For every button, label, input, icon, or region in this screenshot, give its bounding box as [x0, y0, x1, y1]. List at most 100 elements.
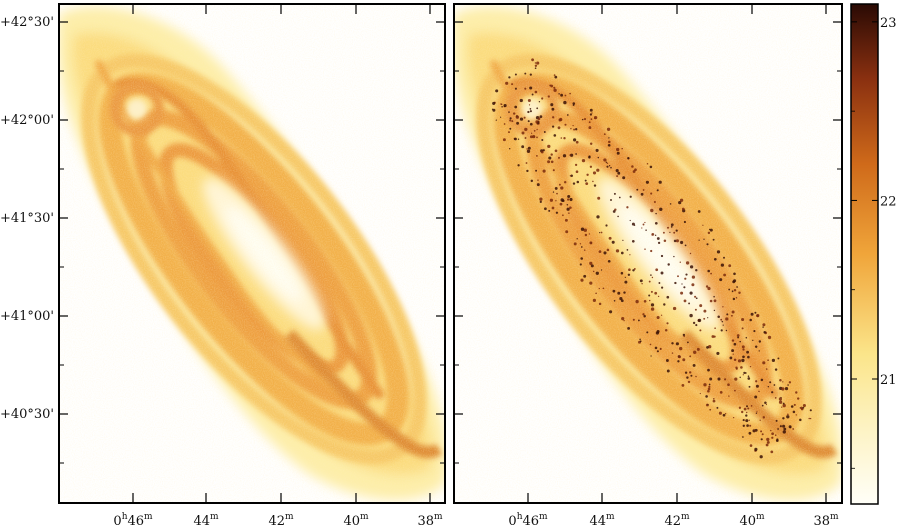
star-speckle	[641, 227, 643, 229]
star-speckle	[642, 313, 645, 316]
star-speckle	[720, 318, 723, 321]
star-speckle	[713, 335, 716, 338]
star-speckle	[588, 126, 592, 130]
star-speckle	[733, 272, 736, 276]
star-speckle	[585, 182, 589, 186]
star-speckle	[633, 267, 636, 270]
star-speckle	[521, 131, 525, 135]
star-speckle	[602, 287, 605, 290]
star-speckle	[793, 403, 796, 406]
star-speckle	[694, 295, 697, 298]
star-speckle	[742, 419, 745, 422]
star-speckle	[553, 74, 556, 76]
star-speckle	[681, 383, 685, 387]
star-speckle	[610, 166, 612, 169]
star-speckle	[603, 133, 606, 136]
star-speckle	[686, 376, 689, 379]
star-speckle	[723, 273, 726, 277]
star-speckle	[742, 436, 744, 438]
star-speckle	[663, 303, 666, 306]
star-speckle	[567, 194, 571, 199]
star-speckle	[650, 290, 653, 293]
star-speckle	[705, 285, 709, 288]
star-speckle	[733, 358, 737, 361]
star-speckle	[574, 163, 578, 167]
star-speckle	[761, 404, 764, 407]
star-speckle	[503, 104, 507, 108]
star-speckle	[644, 248, 646, 250]
star-speckle	[595, 148, 599, 152]
star-speckle	[572, 124, 574, 127]
star-speckle	[595, 292, 597, 295]
star-speckle	[747, 355, 750, 359]
star-speckle	[650, 307, 655, 311]
star-speckle	[670, 226, 673, 228]
star-speckle	[547, 144, 551, 149]
star-speckle	[762, 323, 766, 327]
star-speckle	[713, 299, 717, 303]
star-speckle	[575, 140, 579, 144]
star-speckle	[736, 334, 740, 337]
star-speckle	[714, 327, 716, 330]
star-speckle	[499, 116, 502, 118]
star-speckle	[569, 92, 571, 95]
star-speckle	[512, 112, 516, 115]
star-speckle	[790, 405, 794, 408]
star-speckle	[535, 169, 538, 172]
star-speckle	[529, 86, 533, 90]
star-speckle	[650, 303, 655, 307]
star-speckle	[688, 302, 691, 305]
star-speckle	[766, 437, 770, 442]
star-speckle	[770, 450, 774, 454]
star-speckle	[608, 137, 610, 139]
star-speckle	[552, 116, 555, 119]
y-tick-label: +42°00'	[0, 113, 54, 128]
star-speckle	[656, 329, 660, 334]
star-speckle	[598, 287, 600, 290]
star-speckle	[795, 391, 798, 394]
star-speckle	[737, 336, 740, 339]
x-tick-label: 44m	[589, 512, 615, 529]
star-speckle	[608, 140, 611, 144]
star-speckle	[728, 264, 732, 268]
star-speckle	[762, 416, 766, 419]
star-speckle	[531, 93, 534, 96]
star-speckle	[745, 411, 748, 414]
star-speckle	[549, 198, 554, 202]
star-speckle	[530, 179, 534, 183]
star-speckle	[541, 97, 544, 100]
star-speckle	[626, 206, 629, 209]
star-speckle	[508, 111, 510, 113]
star-speckle	[536, 128, 538, 131]
star-speckle	[648, 294, 651, 297]
star-speckle	[698, 239, 700, 241]
star-speckle	[781, 387, 785, 391]
star-speckle	[519, 98, 523, 103]
x-tick-minutes-unit: m	[285, 512, 294, 522]
star-speckle	[511, 120, 514, 123]
star-speckle	[650, 249, 653, 253]
star-speckle	[802, 403, 806, 408]
star-speckle	[519, 117, 524, 121]
star-speckle	[739, 340, 741, 343]
star-speckle	[612, 210, 616, 213]
star-speckle	[539, 200, 542, 204]
star-speckle	[679, 198, 684, 202]
star-speckle	[753, 330, 756, 333]
star-speckle	[742, 374, 744, 376]
star-speckle	[673, 231, 676, 234]
star-speckle	[662, 231, 665, 234]
star-speckle	[792, 428, 795, 430]
star-speckle	[665, 359, 669, 362]
star-speckle	[576, 180, 580, 184]
star-speckle	[524, 127, 528, 132]
star-speckle	[635, 299, 639, 304]
star-speckle	[632, 170, 636, 173]
star-speckle	[589, 113, 593, 116]
star-speckle	[767, 335, 772, 340]
star-speckle	[536, 107, 539, 110]
star-speckle	[558, 93, 560, 95]
star-speckle	[620, 271, 624, 275]
star-speckle	[771, 391, 774, 394]
star-speckle	[589, 165, 593, 168]
